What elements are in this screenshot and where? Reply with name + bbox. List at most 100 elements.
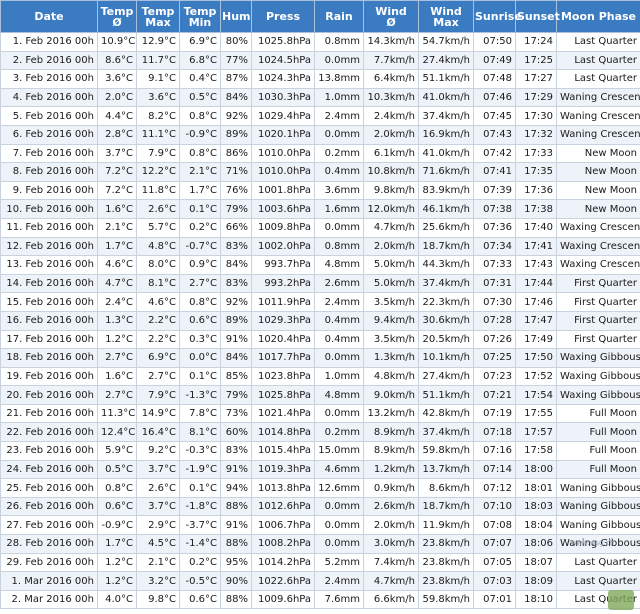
cell-humidity: 84% bbox=[220, 87, 252, 108]
cell-pressure: 993.7hPa bbox=[251, 255, 315, 275]
cell-sunset: 18:04 bbox=[515, 515, 557, 536]
cell-pressure: 1009.8hPa bbox=[251, 217, 315, 238]
cell-moon-phase: First Quarter bbox=[556, 292, 640, 312]
cell-date: 9. Feb 2016 00h bbox=[0, 180, 98, 201]
table-row: 5. Feb 2016 00h 4.4°C 8.2°C 0.8°C 92% 1029.4h… bbox=[0, 106, 640, 126]
cell-temp-avg: 10.9°C bbox=[97, 32, 137, 52]
cell-moon-phase: New Moon bbox=[556, 143, 640, 164]
cell-sunset: 18:09 bbox=[515, 571, 557, 591]
cell-temp-max: 3.2°C bbox=[136, 571, 180, 591]
table-row: 24. Feb 2016 00h 0.5°C 3.7°C -1.9°C 91% 1019.… bbox=[0, 459, 640, 480]
cell-wind-max: 83.9km/h bbox=[418, 180, 474, 201]
cell-temp-min: 6.9°C bbox=[179, 32, 221, 52]
cell-sunset: 17:50 bbox=[515, 348, 557, 368]
cell-date: 22. Feb 2016 00h bbox=[0, 422, 98, 443]
cell-wind-avg: 2.6km/h bbox=[363, 496, 419, 517]
header-temp-max: Temp Max bbox=[136, 0, 180, 33]
cell-pressure: 1017.7hPa bbox=[251, 348, 315, 368]
cell-sunrise: 07:31 bbox=[473, 273, 516, 294]
cell-temp-min: 0.1°C bbox=[179, 478, 221, 498]
cell-moon-phase: Full Moon bbox=[556, 441, 640, 461]
cell-temp-avg: 3.6°C bbox=[97, 69, 137, 89]
cell-rain: 0.0mm bbox=[314, 217, 364, 238]
cell-moon-phase: Waxing Crescent bbox=[556, 255, 640, 275]
cell-sunset: 17:49 bbox=[515, 329, 557, 350]
cell-temp-avg: 1.6°C bbox=[97, 366, 137, 387]
cell-wind-max: 11.9km/h bbox=[418, 515, 474, 536]
cell-temp-min: -1.8°C bbox=[179, 496, 221, 517]
cell-sunrise: 07:08 bbox=[473, 515, 516, 536]
cell-temp-max: 2.6°C bbox=[136, 199, 180, 219]
cell-temp-avg: 2.0°C bbox=[97, 87, 137, 108]
cell-wind-avg: 10.3km/h bbox=[363, 87, 419, 108]
cell-humidity: 88% bbox=[220, 589, 252, 610]
cell-date: 11. Feb 2016 00h bbox=[0, 217, 98, 238]
cell-date: 8. Feb 2016 00h bbox=[0, 162, 98, 182]
cell-temp-avg: 0.5°C bbox=[97, 459, 137, 480]
cell-humidity: 91% bbox=[220, 515, 252, 536]
cell-wind-avg: 12.0km/h bbox=[363, 199, 419, 219]
table-row: 2. Feb 2016 00h 8.6°C 11.7°C 6.8°C 77% 1024.5… bbox=[0, 50, 640, 71]
cell-humidity: 92% bbox=[220, 106, 252, 126]
cell-pressure: 1025.8hPa bbox=[251, 385, 315, 405]
cell-temp-avg: 0.6°C bbox=[97, 496, 137, 517]
cell-temp-min: 0.2°C bbox=[179, 552, 221, 573]
cell-wind-max: 51.1km/h bbox=[418, 69, 474, 89]
table-row: 17. Feb 2016 00h 1.2°C 2.2°C 0.3°C 91% 1020.4… bbox=[0, 329, 640, 350]
cell-moon-phase: First Quarter bbox=[556, 310, 640, 331]
cell-moon-phase: Last Quarter bbox=[556, 32, 640, 52]
cell-wind-max: 37.4km/h bbox=[418, 106, 474, 126]
cell-moon-phase: Waxing Gibbous bbox=[556, 366, 640, 387]
cell-rain: 15.0mm bbox=[314, 441, 364, 461]
cell-temp-max: 11.1°C bbox=[136, 124, 180, 145]
cell-temp-min: 0.0°C bbox=[179, 348, 221, 368]
cell-moon-phase: Waning Gibbous bbox=[556, 515, 640, 536]
cell-rain: 0.4mm bbox=[314, 329, 364, 350]
cell-sunrise: 07:19 bbox=[473, 403, 516, 424]
cell-date: 2. Mar 2016 00h bbox=[0, 589, 98, 610]
cell-humidity: 86% bbox=[220, 143, 252, 164]
cell-temp-min: 0.1°C bbox=[179, 199, 221, 219]
cell-temp-min: 0.8°C bbox=[179, 106, 221, 126]
cell-wind-max: 59.8km/h bbox=[418, 589, 474, 610]
cell-wind-avg: 10.8km/h bbox=[363, 162, 419, 182]
cell-temp-avg: 5.9°C bbox=[97, 441, 137, 461]
cell-wind-avg: 2.0km/h bbox=[363, 124, 419, 145]
cell-sunrise: 07:07 bbox=[473, 534, 516, 554]
table-row: 6. Feb 2016 00h 2.8°C 11.1°C -0.9°C 89% 1020.… bbox=[0, 124, 640, 145]
cell-sunset: 18:06 bbox=[515, 534, 557, 554]
table-row: 16. Feb 2016 00h 1.3°C 2.2°C 0.6°C 89% 1029.3… bbox=[0, 310, 640, 331]
cell-temp-max: 2.6°C bbox=[136, 478, 180, 498]
cell-temp-min: -1.4°C bbox=[179, 534, 221, 554]
cell-sunset: 17:25 bbox=[515, 50, 557, 71]
cell-wind-avg: 6.6km/h bbox=[363, 589, 419, 610]
table-row: 7. Feb 2016 00h 3.7°C 7.9°C 0.8°C 86% 1010.0h… bbox=[0, 143, 640, 164]
cell-temp-min: 2.1°C bbox=[179, 162, 221, 182]
cell-wind-avg: 7.4km/h bbox=[363, 552, 419, 573]
cell-pressure: 1024.3hPa bbox=[251, 69, 315, 89]
cell-rain: 12.6mm bbox=[314, 478, 364, 498]
cell-rain: 2.4mm bbox=[314, 292, 364, 312]
cell-date: 25. Feb 2016 00h bbox=[0, 478, 98, 498]
cell-sunrise: 07:33 bbox=[473, 255, 516, 275]
cell-date: 29. Feb 2016 00h bbox=[0, 552, 98, 573]
cell-wind-avg: 9.4km/h bbox=[363, 310, 419, 331]
cell-temp-max: 2.2°C bbox=[136, 310, 180, 331]
cell-wind-max: 23.8km/h bbox=[418, 534, 474, 554]
cell-temp-avg: 4.4°C bbox=[97, 106, 137, 126]
cell-date: 13. Feb 2016 00h bbox=[0, 255, 98, 275]
table-row: 19. Feb 2016 00h 1.6°C 2.7°C 0.1°C 85% 1023.8… bbox=[0, 366, 640, 387]
cell-rain: 13.8mm bbox=[314, 69, 364, 89]
cell-wind-max: 41.0km/h bbox=[418, 87, 474, 108]
table-row: 10. Feb 2016 00h 1.6°C 2.6°C 0.1°C 79% 1003.6… bbox=[0, 199, 640, 219]
cell-wind-avg: 4.7km/h bbox=[363, 571, 419, 591]
cell-sunset: 17:32 bbox=[515, 124, 557, 145]
cell-pressure: 1012.6hPa bbox=[251, 496, 315, 517]
header-temp-avg: Temp Ø bbox=[97, 0, 137, 33]
cell-wind-avg: 14.3km/h bbox=[363, 32, 419, 52]
cell-moon-phase: Waning Crescent bbox=[556, 106, 640, 126]
cell-moon-phase: Last Quarter bbox=[556, 571, 640, 591]
cell-rain: 0.0mm bbox=[314, 496, 364, 517]
cell-pressure: 1015.4hPa bbox=[251, 441, 315, 461]
